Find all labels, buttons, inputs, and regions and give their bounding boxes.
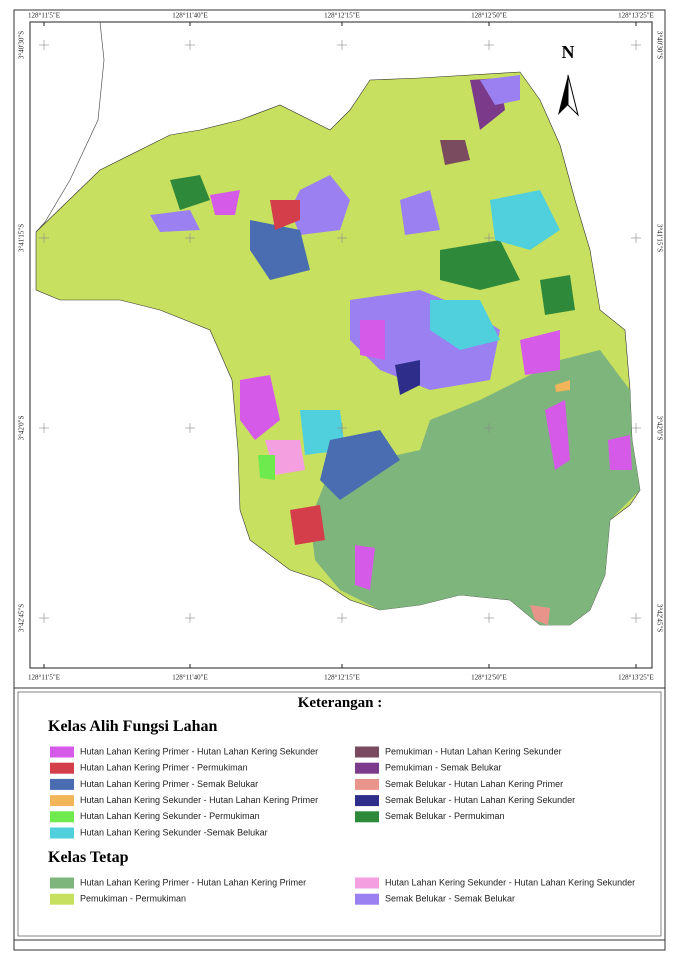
- land-patch: [440, 240, 520, 290]
- legend-swatch: [355, 795, 379, 807]
- y-coord-label: 3°42'0"S: [655, 416, 663, 441]
- x-coord-label: 128°11'5"E: [28, 674, 60, 682]
- legend-label: Semak Belukar - Permukiman: [385, 811, 505, 821]
- legend-label: Hutan Lahan Kering Sekunder - Permukiman: [80, 811, 260, 821]
- legend-swatch: [355, 778, 379, 790]
- legend-swatch: [355, 893, 379, 905]
- land-patch: [545, 400, 570, 470]
- arrow-left: [558, 75, 568, 115]
- y-coord-label: 3°42'45"S: [18, 604, 26, 632]
- land-patch: [490, 190, 560, 250]
- north-label: N: [562, 42, 575, 62]
- legend-title: Keterangan :: [298, 695, 383, 711]
- land-patch: [258, 455, 275, 480]
- legend-swatch: [50, 762, 74, 774]
- legend-swatch: [50, 827, 74, 839]
- legend-swatch: [50, 746, 74, 758]
- legend-swatch: [355, 877, 379, 889]
- legend-swatch: [50, 778, 74, 790]
- legend-label: Pemukiman - Hutan Lahan Kering Sekunder: [385, 746, 562, 756]
- land-patch: [210, 190, 240, 215]
- x-coord-label: 128°11'40"E: [172, 674, 207, 682]
- page-frame: [13, 9, 666, 951]
- land-patch: [540, 275, 575, 315]
- land-patch: [395, 360, 420, 395]
- land-patch: [150, 210, 200, 232]
- land-patch: [170, 175, 210, 210]
- legend-swatch: [355, 811, 379, 823]
- x-coord-label: 128°11'40"E: [172, 12, 207, 20]
- land-patch: [480, 75, 520, 105]
- legend-label: Semak Belukar - Hutan Lahan Kering Sekun…: [385, 795, 575, 805]
- land-patch: [240, 375, 280, 440]
- legend-label: Hutan Lahan Kering Primer - Hutan Lahan …: [80, 877, 306, 887]
- legend-box: [13, 687, 666, 941]
- x-coord-label: 128°12'15"E: [324, 12, 360, 20]
- legend-label: Hutan Lahan Kering Primer - Semak Beluka…: [80, 779, 258, 789]
- legend-label: Hutan Lahan Kering Sekunder -Semak Beluk…: [80, 827, 268, 837]
- x-coord-label: 128°12'50"E: [471, 12, 507, 20]
- x-coord-label: 128°12'15"E: [324, 674, 360, 682]
- legend-label: Semak Belukar - Semak Belukar: [385, 894, 515, 904]
- legend-label: Hutan Lahan Kering Sekunder - Hutan Laha…: [385, 877, 635, 887]
- y-coord-label: 3°42'45"S: [655, 604, 663, 632]
- legend-swatch: [50, 893, 74, 905]
- x-coord-label: 128°13'25"E: [618, 674, 654, 682]
- land-patch: [250, 220, 310, 280]
- land-patch: [608, 435, 632, 470]
- land-patch: [440, 140, 470, 165]
- legend-label: Hutan Lahan Kering Primer - Hutan Lahan …: [80, 746, 318, 756]
- legend-swatch: [50, 811, 74, 823]
- land-patch: [520, 330, 560, 375]
- legend-inner: [17, 691, 662, 937]
- y-coord-label: 3°42'0"S: [18, 415, 26, 440]
- land-patch: [355, 545, 375, 590]
- land-patch: [290, 505, 325, 545]
- land-patch: [360, 320, 385, 360]
- legend-swatch: [355, 762, 379, 774]
- y-coord-label: 3°41'15"S: [18, 224, 26, 252]
- arrow-right: [567, 74, 579, 117]
- land-patch: [400, 190, 440, 235]
- land-patch: [320, 430, 400, 500]
- legend-label: Pemukiman - Permukiman: [80, 894, 186, 904]
- legend-label: Semak Belukar - Hutan Lahan Kering Prime…: [385, 779, 563, 789]
- land-patch: [270, 200, 300, 230]
- y-coord-label: 3°40'30"S: [655, 31, 663, 59]
- x-coord-label: 128°12'50"E: [471, 674, 507, 682]
- legend-swatch: [50, 795, 74, 807]
- coastline: [35, 21, 105, 233]
- north-arrow: N: [558, 42, 579, 117]
- land-patch: [530, 605, 550, 625]
- legend-label: Pemukiman - Semak Belukar: [385, 763, 502, 773]
- map-area: [35, 71, 641, 626]
- y-coord-label: 3°40'30"S: [18, 31, 26, 59]
- x-coord-label: 128°13'25"E: [618, 12, 654, 20]
- legend-label: Hutan Lahan Kering Primer - Permukiman: [80, 763, 248, 773]
- land-patch: [430, 300, 500, 350]
- legend-label: Hutan Lahan Kering Sekunder - Hutan Laha…: [80, 795, 318, 805]
- y-coord-label: 3°41'15"S: [655, 224, 663, 252]
- legend-group-title: Kelas Alih Fungsi Lahan: [48, 718, 217, 735]
- land-patch: [290, 175, 350, 235]
- legend-swatch: [355, 746, 379, 758]
- x-coord-label: 128°11'5"E: [28, 12, 60, 20]
- legend-swatch: [50, 877, 74, 889]
- land-patch: [555, 380, 570, 392]
- legend-group-title: Kelas Tetap: [48, 849, 129, 866]
